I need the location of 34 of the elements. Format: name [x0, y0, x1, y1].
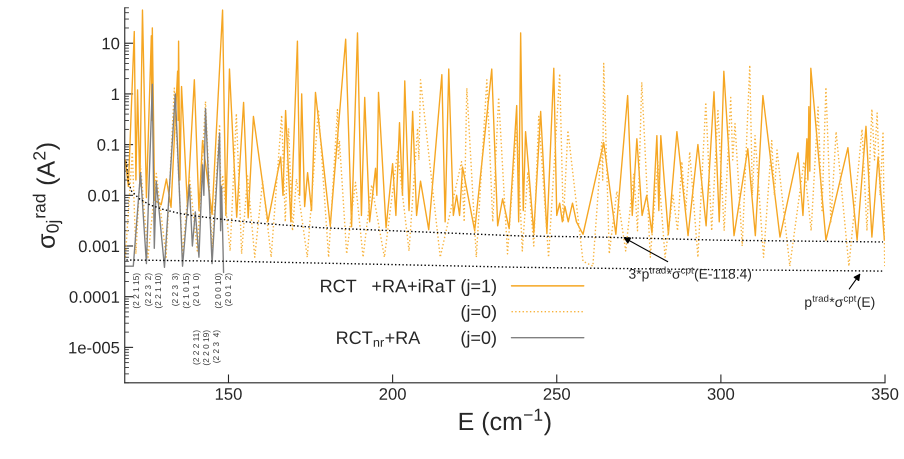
y-tick-label: 0.001 — [78, 240, 120, 252]
y-tick-label: 1 — [112, 88, 120, 100]
annotation: (2 2 1 10) — [154, 273, 163, 308]
y-tick-label: 10 — [102, 38, 120, 50]
x-tick-label: 150 — [216, 388, 242, 400]
y-tick-label: 0.1 — [97, 139, 120, 151]
line-series — [124, 9, 886, 241]
annotation: (2 2 3 3) — [172, 273, 180, 306]
y-tick-label: 1e-005 — [69, 342, 120, 354]
annotation: (2 0 0 10) — [214, 273, 223, 308]
annotation: 3*p$^{trad}$*σ$^{cpt}$(E-118.4) — [629, 266, 752, 282]
x-tick-label: 200 — [380, 388, 406, 400]
line-series — [124, 62, 886, 267]
legend-label: (j=0) — [462, 304, 496, 322]
x-tick-label: 250 — [544, 388, 570, 400]
y-axis-title: σ$_{0j}$$^{rad}$ (A$^{2}$) — [32, 143, 62, 248]
annotation: (2 2 1 15) — [132, 273, 141, 308]
x-tick-label: 350 — [872, 388, 898, 400]
annotation: (2 2 3 4) — [212, 330, 221, 363]
legend-label: RCT +RA+iRaT (j=1) — [321, 279, 496, 296]
annotation: (2 2 3 2) — [144, 273, 153, 306]
x-tick-label: 300 — [708, 388, 734, 400]
y-tick-label: 0.01 — [88, 190, 120, 202]
annotation: (2 1 0 15) — [182, 273, 191, 308]
annotation: p$^{trad}$*σ$^{cpt}$(E) — [805, 294, 874, 310]
legend-label: RCT$_{nr}$+RA (j=0) — [337, 330, 496, 348]
annotation: (2 0 1 2) — [224, 273, 233, 306]
x-axis-title: E (cm$^{−1}$) — [460, 408, 551, 436]
y-tick-label: 0.0001 — [70, 291, 120, 303]
annotation: (2 0 1 0) — [192, 273, 201, 306]
annotation: (2 2 0 19) — [202, 330, 211, 366]
line-series — [124, 84, 224, 274]
line-series — [126, 161, 884, 243]
annotation: (2 2 2 11) — [192, 330, 201, 364]
